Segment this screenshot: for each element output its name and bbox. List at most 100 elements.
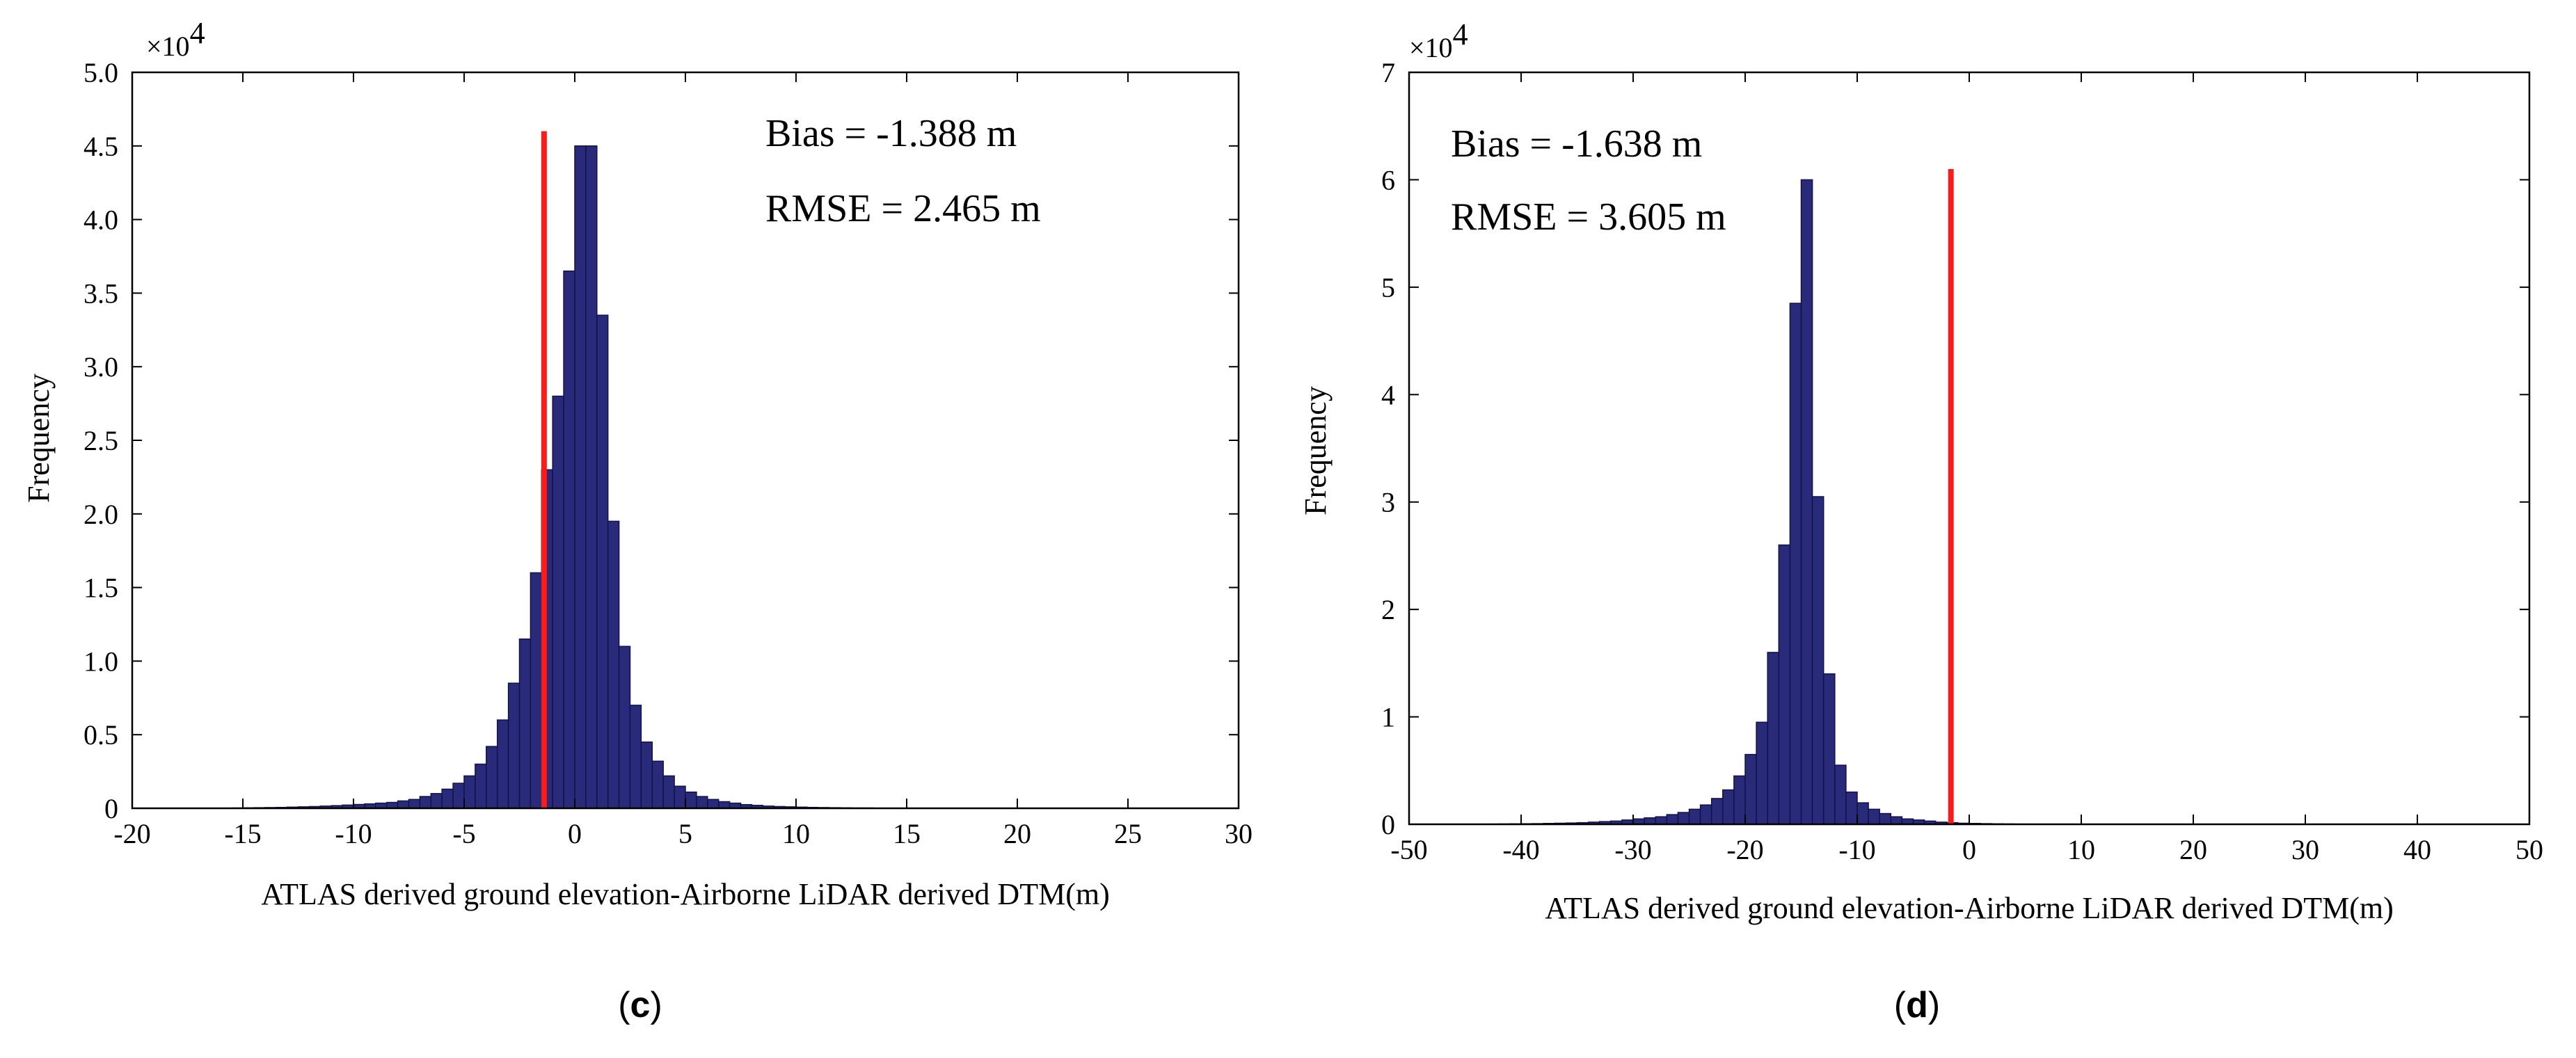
y-tick-label: 3	[1381, 487, 1395, 518]
histogram-bar	[1688, 808, 1701, 825]
x-tick-label: 50	[2515, 834, 2543, 865]
y-tick-label: 7	[1381, 57, 1395, 88]
x-tick-label: 15	[893, 818, 921, 849]
x-tick-label: 25	[1114, 818, 1142, 849]
x-axis-label: ATLAS derived ground elevation-Airborne …	[1545, 891, 2393, 925]
y-tick-label: 3.0	[84, 351, 118, 383]
x-tick-label: -20	[1726, 834, 1763, 865]
histogram-bar	[1677, 812, 1690, 825]
histogram-bar	[397, 800, 410, 809]
histogram-bar	[1822, 673, 1836, 825]
x-tick-label: 40	[2403, 834, 2431, 865]
y-axis-label: Frequency	[1298, 386, 1333, 515]
histogram-bar	[507, 682, 520, 809]
histogram-bars	[231, 145, 907, 809]
histogram-bar	[408, 799, 421, 809]
histogram-bar	[1710, 798, 1724, 825]
histogram-bar	[662, 775, 675, 809]
y-tick-label: 5	[1381, 272, 1395, 303]
y-axis-label: Frequency	[22, 374, 56, 503]
x-tick-label: 5	[678, 818, 692, 849]
caption-close: )	[650, 985, 662, 1025]
axis-multiplier: ×104	[1409, 17, 1468, 63]
histogram-bar	[618, 646, 631, 809]
rmse-annotation: RMSE = 2.465 m	[765, 187, 1041, 230]
y-tick-label: 3.5	[84, 278, 118, 309]
histogram-bar	[585, 145, 598, 809]
multiplier-base: ×10	[1409, 32, 1453, 63]
histogram-bar	[1845, 791, 1858, 825]
bias-annotation: Bias = -1.388 m	[765, 112, 1017, 155]
histogram-bar	[685, 791, 697, 809]
histogram-bar	[717, 801, 731, 809]
x-tick-label: -20	[113, 818, 150, 849]
histogram-bar	[496, 719, 509, 809]
plot-frame	[131, 71, 1240, 810]
y-tick-label: 1	[1381, 702, 1395, 733]
histogram-bar	[629, 705, 642, 809]
panel-caption: (c)	[618, 985, 662, 1025]
histogram-bar	[518, 638, 532, 809]
caption-letter: d	[1906, 985, 1928, 1025]
x-tick-label: -50	[1390, 834, 1427, 865]
caption-close: )	[1928, 985, 1940, 1025]
x-tick-label: 0	[568, 818, 582, 849]
y-tick-label: 4.0	[84, 205, 118, 236]
histogram-bar	[1644, 817, 1656, 825]
histogram-bar	[1767, 652, 1780, 825]
x-tick-label: 0	[1962, 834, 1976, 865]
bias-annotation: Bias = -1.638 m	[1451, 122, 1702, 166]
x-tick-label: 10	[2067, 834, 2095, 865]
x-tick-label: -10	[1838, 834, 1875, 865]
histogram-bar	[1699, 804, 1712, 825]
histogram-bar	[430, 793, 443, 809]
histogram-bar	[640, 742, 653, 809]
x-tick-label: 30	[1225, 818, 1253, 849]
histogram-bar	[530, 572, 543, 809]
x-tick-label: 20	[2179, 834, 2207, 865]
y-tick-label: 0.5	[84, 719, 118, 751]
histogram-bar	[1800, 179, 1813, 825]
multiplier-exponent: 4	[1453, 17, 1468, 51]
histogram-bar	[552, 395, 564, 809]
histogram-bar	[1890, 816, 1903, 825]
y-tick-label: 4.5	[84, 131, 118, 162]
histogram-bar	[596, 314, 609, 809]
histogram-bar	[696, 796, 708, 809]
chart-panel-d: -50 -40 -30 -20 -10 0 10 20 30 40 5001234567×104AT…	[1298, 17, 2543, 1025]
histogram-bar	[1722, 789, 1735, 825]
y-tick-label: 1.0	[84, 646, 118, 677]
x-tick-label: 30	[2291, 834, 2319, 865]
histogram-bar	[441, 788, 454, 809]
histogram-bar	[1879, 812, 1892, 825]
chart-panel-c: -20 -15 -10 -5 0 5 10 15 20 25 30 0 0.5 1.0 1.5 2.0 2.5 3…	[22, 16, 1253, 1025]
y-tick-label: 2	[1381, 594, 1395, 625]
y-tick-label: 6	[1381, 164, 1395, 195]
histogram-bar	[452, 783, 465, 809]
multiplier-base: ×10	[146, 31, 190, 62]
x-tick-label: -10	[335, 818, 372, 849]
y-tick-label: 0	[1381, 809, 1395, 840]
x-tick-label: -15	[224, 818, 261, 849]
y-tick-label: 0	[104, 793, 118, 824]
histogram-bar	[1666, 814, 1679, 825]
y-tick-label: 2.0	[84, 499, 118, 530]
panel-caption: (d)	[1894, 985, 1940, 1025]
histogram-bar	[463, 775, 476, 809]
histogram-bar	[1868, 808, 1880, 825]
histogram-bar	[1733, 775, 1746, 825]
histogram-bars	[1486, 179, 2049, 825]
histogram-bar	[419, 796, 432, 809]
histogram-bar	[563, 270, 575, 809]
histogram-bar	[1778, 544, 1791, 825]
histogram-bar	[475, 763, 487, 809]
x-axis-label: ATLAS derived ground elevation-Airborne …	[261, 877, 1109, 911]
histogram-bar	[707, 799, 719, 809]
histogram-bar	[1857, 802, 1869, 825]
histogram-bar	[607, 520, 620, 809]
histogram-bar	[574, 145, 587, 809]
y-tick-label: 2.5	[84, 425, 118, 456]
y-tick-label: 5.0	[84, 57, 118, 88]
x-tick-label: -40	[1502, 834, 1539, 865]
